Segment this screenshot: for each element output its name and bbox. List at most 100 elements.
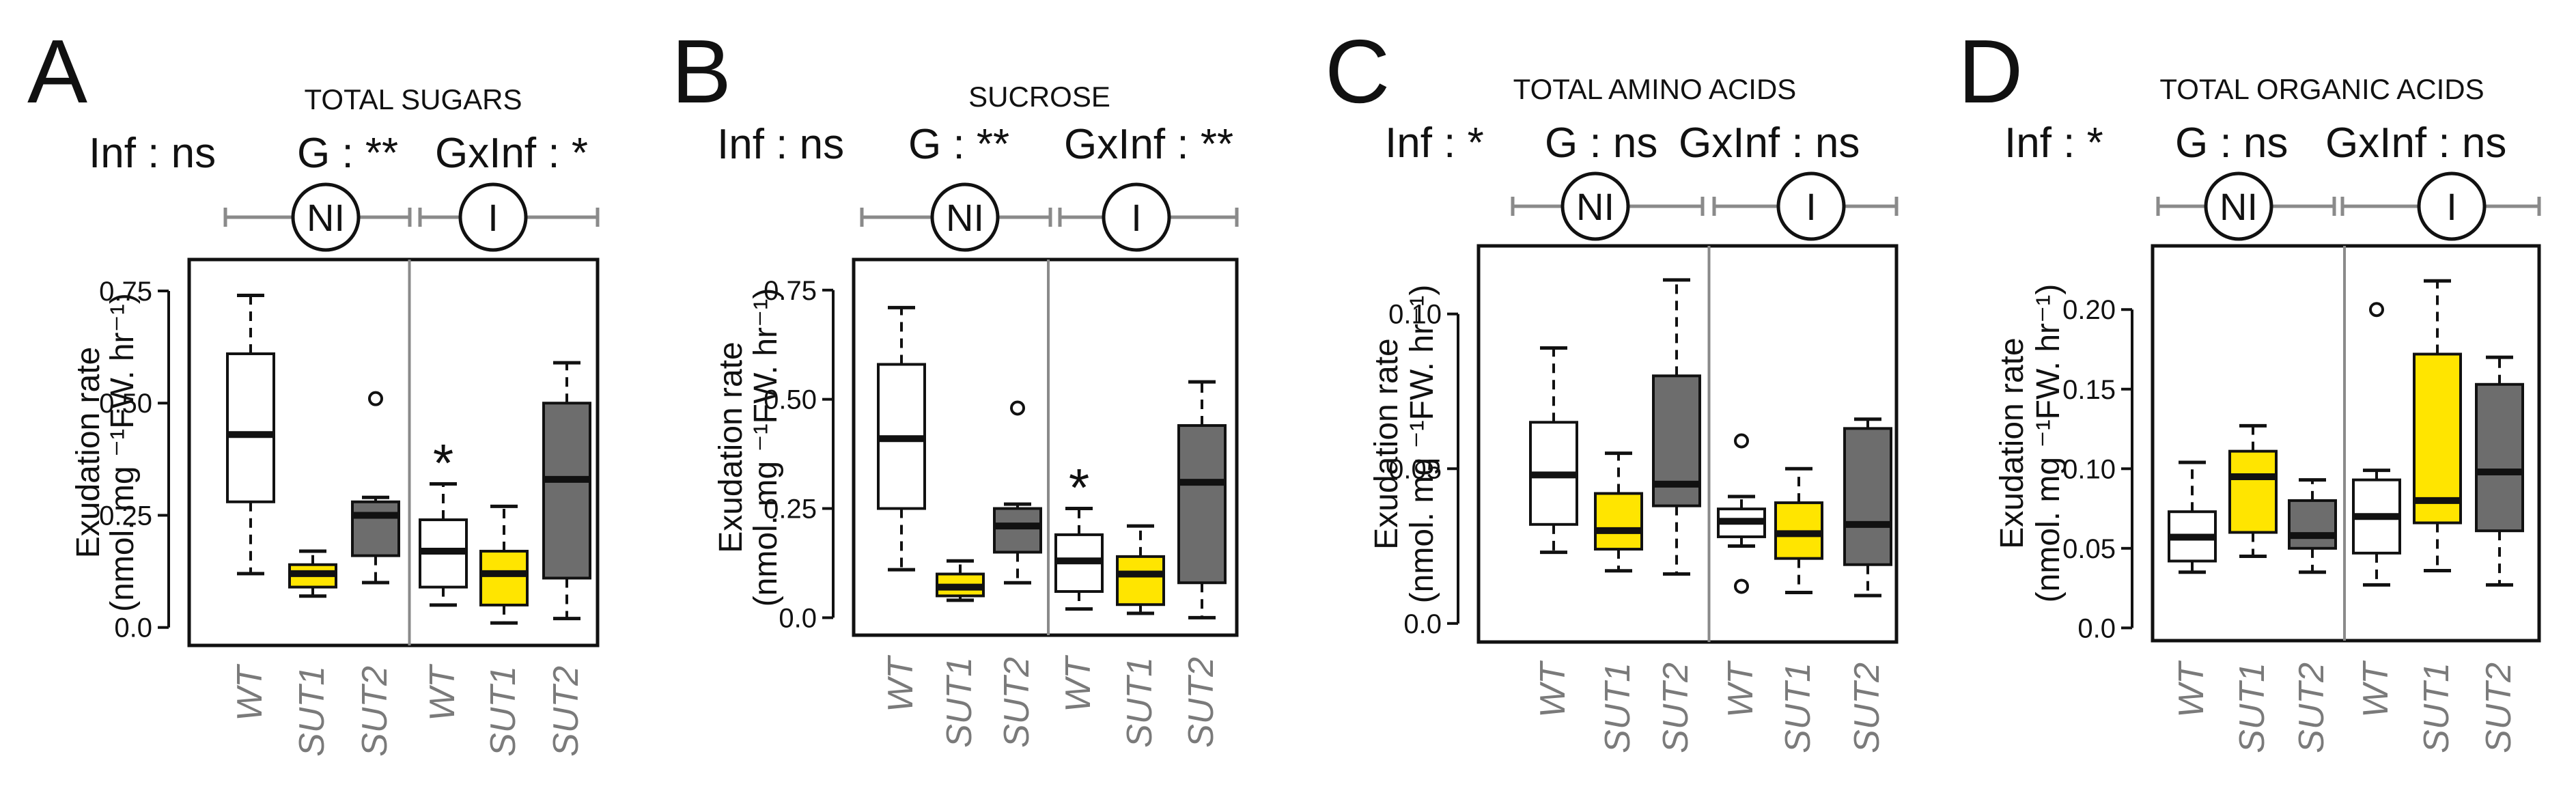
box-body: [1116, 555, 1165, 606]
category-label: SUT2: [997, 657, 1037, 748]
y-axis-unit: (nmol. mg ⁻¹FW. hr⁻¹): [1404, 285, 1440, 604]
y-axis-label: Exudation rate: [713, 341, 749, 553]
y-axis-label: Exudation rate: [1369, 338, 1405, 550]
stat-g: G : ns: [1545, 120, 1657, 167]
chart-title: TOTAL SUGARS: [305, 83, 522, 115]
box-sut2-ni: [1652, 278, 1701, 576]
y-tick-label: 0.05: [2062, 534, 2116, 564]
y-tick-label: 0.05: [1388, 454, 1442, 484]
group-circle-i: [2417, 171, 2487, 241]
category-label: SUT1: [1598, 662, 1638, 753]
significance-star: *: [433, 432, 453, 492]
box-wt-i: [1717, 433, 1766, 594]
category-label: SUT2: [355, 666, 395, 757]
box-sut2-i: [1177, 380, 1227, 619]
panels: A TOTAL SUGARS Inf : ns G : ** GxInf : * NI I 0…: [27, 21, 2541, 757]
category-label: SUT2: [546, 666, 586, 757]
y-tick-label: 0.25: [99, 501, 152, 531]
group-brackets: [860, 208, 1239, 227]
y-tick-label: 0.0: [114, 613, 152, 643]
y-tick-label: 0.0: [1403, 609, 1442, 639]
y-axis-unit: (nmol. mg ⁻¹FW. hr⁻¹): [104, 293, 141, 612]
group-label-i: I: [2446, 185, 2457, 228]
panel-letter: D: [1958, 21, 2023, 122]
stat-inf: Inf : ns: [89, 130, 216, 177]
y-tick-label: 0.25: [764, 494, 817, 525]
box-sut2-i: [1843, 417, 1892, 598]
significance-star: *: [1069, 458, 1089, 518]
box-sut2-ni: [2288, 478, 2337, 574]
chart-title: TOTAL ORGANIC ACIDS: [2159, 73, 2484, 105]
box-wt-ni: [877, 305, 926, 572]
panel-letter: B: [671, 21, 731, 122]
group-brackets: [223, 208, 600, 227]
category-label: WT: [1059, 655, 1098, 712]
box-sut2-ni: [993, 400, 1042, 585]
category-label: SUT1: [484, 666, 523, 757]
stat-gxinf: GxInf : **: [1064, 121, 1233, 168]
category-label: SUT1: [940, 657, 979, 748]
category-label: SUT2: [1847, 662, 1887, 753]
category-label: SUT1: [292, 666, 332, 757]
panel-c: C TOTAL AMINO ACIDS Inf : * G : ns GxInf : n…: [1325, 21, 1899, 753]
y-axis-unit: (nmol. mg ⁻¹FW. hr⁻¹): [748, 288, 784, 607]
group-circle-ni: [2204, 171, 2273, 241]
box-sut2-i: [542, 361, 591, 621]
box-body: [2288, 499, 2337, 550]
box-sut1-i: [1774, 466, 1823, 594]
group-circle-i: [458, 182, 528, 252]
y-axis-label: Exudation rate: [70, 347, 107, 559]
y-tick-label: 0.15: [2062, 375, 2116, 405]
panel-d: D TOTAL ORGANIC ACIDS Inf : * G : ns GxInf :…: [1958, 21, 2541, 753]
outlier-point: [1010, 400, 1025, 416]
box-sut1-ni: [288, 549, 337, 598]
y-tick-label: 0.50: [99, 389, 152, 419]
panel-b: B SUCROSE Inf : ns G : ** GxInf : ** NI I 0.0 0.…: [671, 21, 1239, 748]
outlier-point: [1734, 433, 1749, 449]
category-label: SUT1: [1778, 662, 1818, 753]
chart-title: SUCROSE: [968, 81, 1110, 113]
y-tick-label: 0.10: [2062, 454, 2116, 484]
box-body: [1594, 492, 1643, 551]
outlier-point: [1734, 578, 1749, 594]
box-wt-ni: [226, 294, 275, 576]
box-body: [993, 507, 1042, 554]
box-body: [2228, 449, 2278, 534]
group-label-ni: NI: [2220, 185, 2258, 228]
group-label-ni: NI: [307, 196, 345, 239]
panel-letter: A: [27, 21, 87, 122]
box-body: [479, 550, 529, 606]
stat-inf: Inf : ns: [717, 121, 844, 168]
plot-frame: [852, 257, 1239, 637]
box-sut2-i: [2475, 355, 2524, 587]
category-label: WT: [881, 655, 921, 712]
stat-g: G : **: [297, 130, 398, 177]
group-label-i: I: [1806, 185, 1817, 228]
outlier-point: [2369, 302, 2384, 318]
category-label: SUT2: [2292, 662, 2332, 753]
stat-inf: Inf : *: [1385, 120, 1484, 167]
category-label: WT: [2172, 660, 2211, 718]
box-sut2-ni: [351, 391, 400, 585]
box-body: [542, 402, 591, 580]
box-body: [351, 500, 400, 557]
stat-gxinf: GxInf : *: [435, 130, 588, 177]
box-sut1-ni: [1594, 451, 1643, 573]
category-label: SUT1: [2417, 662, 2456, 753]
group-circle-i: [1102, 182, 1171, 252]
box-sut1-ni: [936, 559, 985, 602]
box-body: [2475, 382, 2524, 533]
box-body: [226, 352, 275, 503]
y-tick-label: 0.10: [1388, 300, 1442, 330]
category-label: SUT2: [1181, 657, 1221, 748]
category-label: SUT2: [1656, 662, 1696, 753]
group-circle-ni: [930, 182, 1000, 252]
box-sut1-i: [1116, 524, 1165, 615]
y-axis-label: Exudation rate: [1994, 337, 2030, 549]
plot-frame: [187, 257, 600, 647]
group-circle-ni: [291, 182, 361, 252]
group-circle-ni: [1560, 171, 1630, 241]
panel-a: A TOTAL SUGARS Inf : ns G : ** GxInf : * NI I 0…: [27, 21, 600, 757]
stat-gxinf: GxInf : ns: [1679, 120, 1860, 167]
